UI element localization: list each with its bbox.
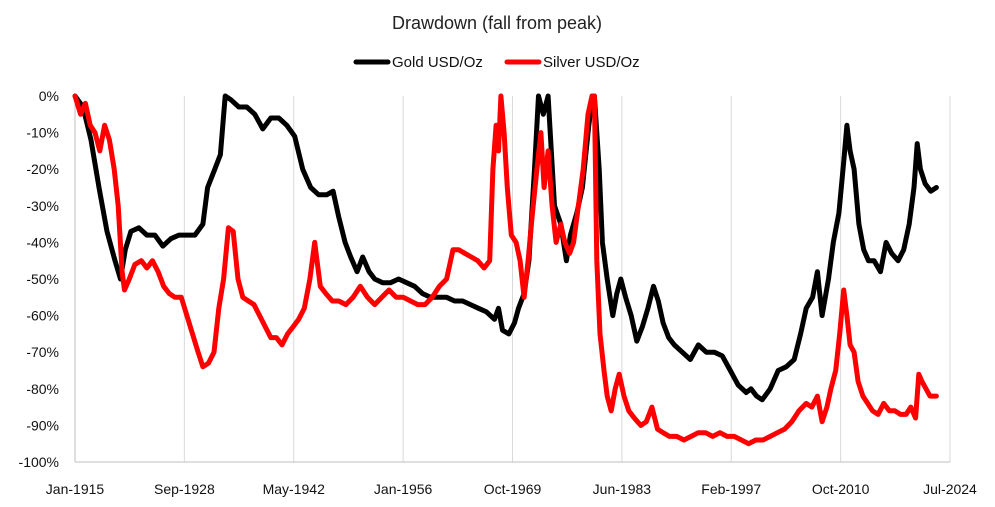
y-tick-label: -100%	[19, 454, 59, 470]
y-tick-label: -10%	[26, 125, 59, 141]
y-tick-label: -60%	[26, 308, 59, 324]
gold-series-line	[72, 93, 939, 403]
x-tick-label: Oct-2010	[812, 481, 870, 497]
x-tick-label: Jun-1983	[593, 481, 652, 497]
series-lines	[72, 93, 939, 447]
legend-label-gold: Gold USD/Oz	[392, 54, 483, 71]
x-tick-label: May-1942	[263, 481, 325, 497]
x-axis-ticks: Jan-1915 Sep-1928 May-1942 Jan-1956 Oct-1969…	[46, 481, 977, 497]
x-tick-label: Sep-1928	[154, 481, 215, 497]
y-tick-label: -90%	[26, 417, 59, 433]
x-tick-label: Oct-1969	[484, 481, 542, 497]
chart-title: Drawdown (fall from peak)	[392, 13, 602, 33]
y-tick-label: 0%	[39, 88, 59, 104]
y-tick-label: -40%	[26, 234, 59, 250]
legend-label-silver: Silver USD/Oz	[543, 54, 640, 71]
x-tick-label: Jan-1915	[46, 481, 105, 497]
x-tick-label: Jul-2024	[923, 481, 977, 497]
y-tick-label: -50%	[26, 271, 59, 287]
legend: Gold USD/Oz Silver USD/Oz	[353, 54, 640, 71]
silver-series-line	[72, 93, 939, 447]
y-tick-label: -20%	[26, 161, 59, 177]
x-tick-label: Jan-1956	[374, 481, 433, 497]
x-tick-label: Feb-1997	[701, 481, 761, 497]
y-tick-label: -80%	[26, 381, 59, 397]
y-tick-label: -70%	[26, 344, 59, 360]
y-axis-ticks: 0% -10% -20% -30% -40% -50% -60% -70% -80% -90% -1…	[19, 88, 59, 470]
y-tick-label: -30%	[26, 198, 59, 214]
